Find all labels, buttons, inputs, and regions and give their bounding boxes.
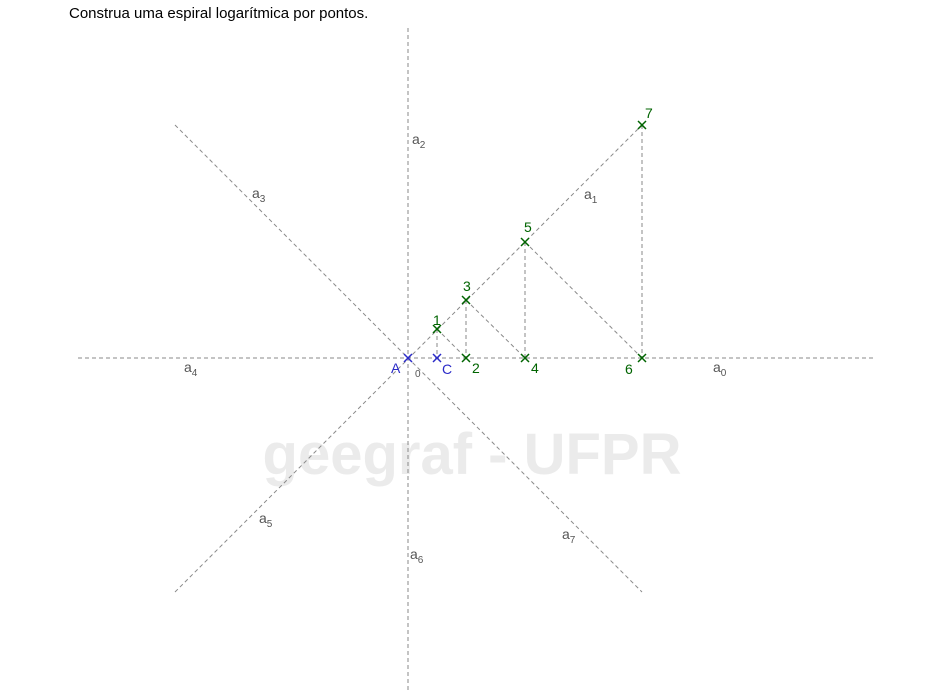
axis-label-a6: a6 <box>410 546 424 566</box>
point-5-marker <box>520 237 530 247</box>
axis-label-a3: a3 <box>252 185 266 205</box>
point-2-marker <box>461 353 471 363</box>
point-c-label: C <box>442 361 452 377</box>
axis-label-a0: a0 <box>713 359 727 379</box>
point-2-label: 2 <box>472 360 480 376</box>
point-4-marker <box>520 353 530 363</box>
point-1-marker <box>432 324 442 334</box>
axis-label-a7: a7 <box>562 526 576 546</box>
watermark: geegraf - UFPR <box>263 422 682 487</box>
point-1-label: 1 <box>433 312 441 328</box>
point-7-label: 7 <box>645 105 653 121</box>
point-5-label: 5 <box>524 219 532 235</box>
connector-1-2 <box>436 328 467 359</box>
axis-label-a4: a4 <box>184 359 198 379</box>
point-4-label: 4 <box>531 360 539 376</box>
connector-5-6 <box>524 241 643 359</box>
point-6-marker <box>637 353 647 363</box>
connector-3-4 <box>465 299 526 359</box>
point-a-label: A <box>391 360 401 376</box>
axis-label-a2: a2 <box>412 131 426 151</box>
point-a-marker <box>403 353 413 363</box>
point-3-label: 3 <box>463 278 471 294</box>
point-c-marker <box>432 353 442 363</box>
axis-label-a1: a1 <box>584 186 598 206</box>
point-7-marker <box>637 120 647 130</box>
point-6-label: 6 <box>625 361 633 377</box>
axis-label-a5: a5 <box>259 510 273 530</box>
angle-label: 0 <box>415 369 421 380</box>
page-title: Construa uma espiral logarítmica por pon… <box>69 5 369 22</box>
point-3-marker <box>461 295 471 305</box>
